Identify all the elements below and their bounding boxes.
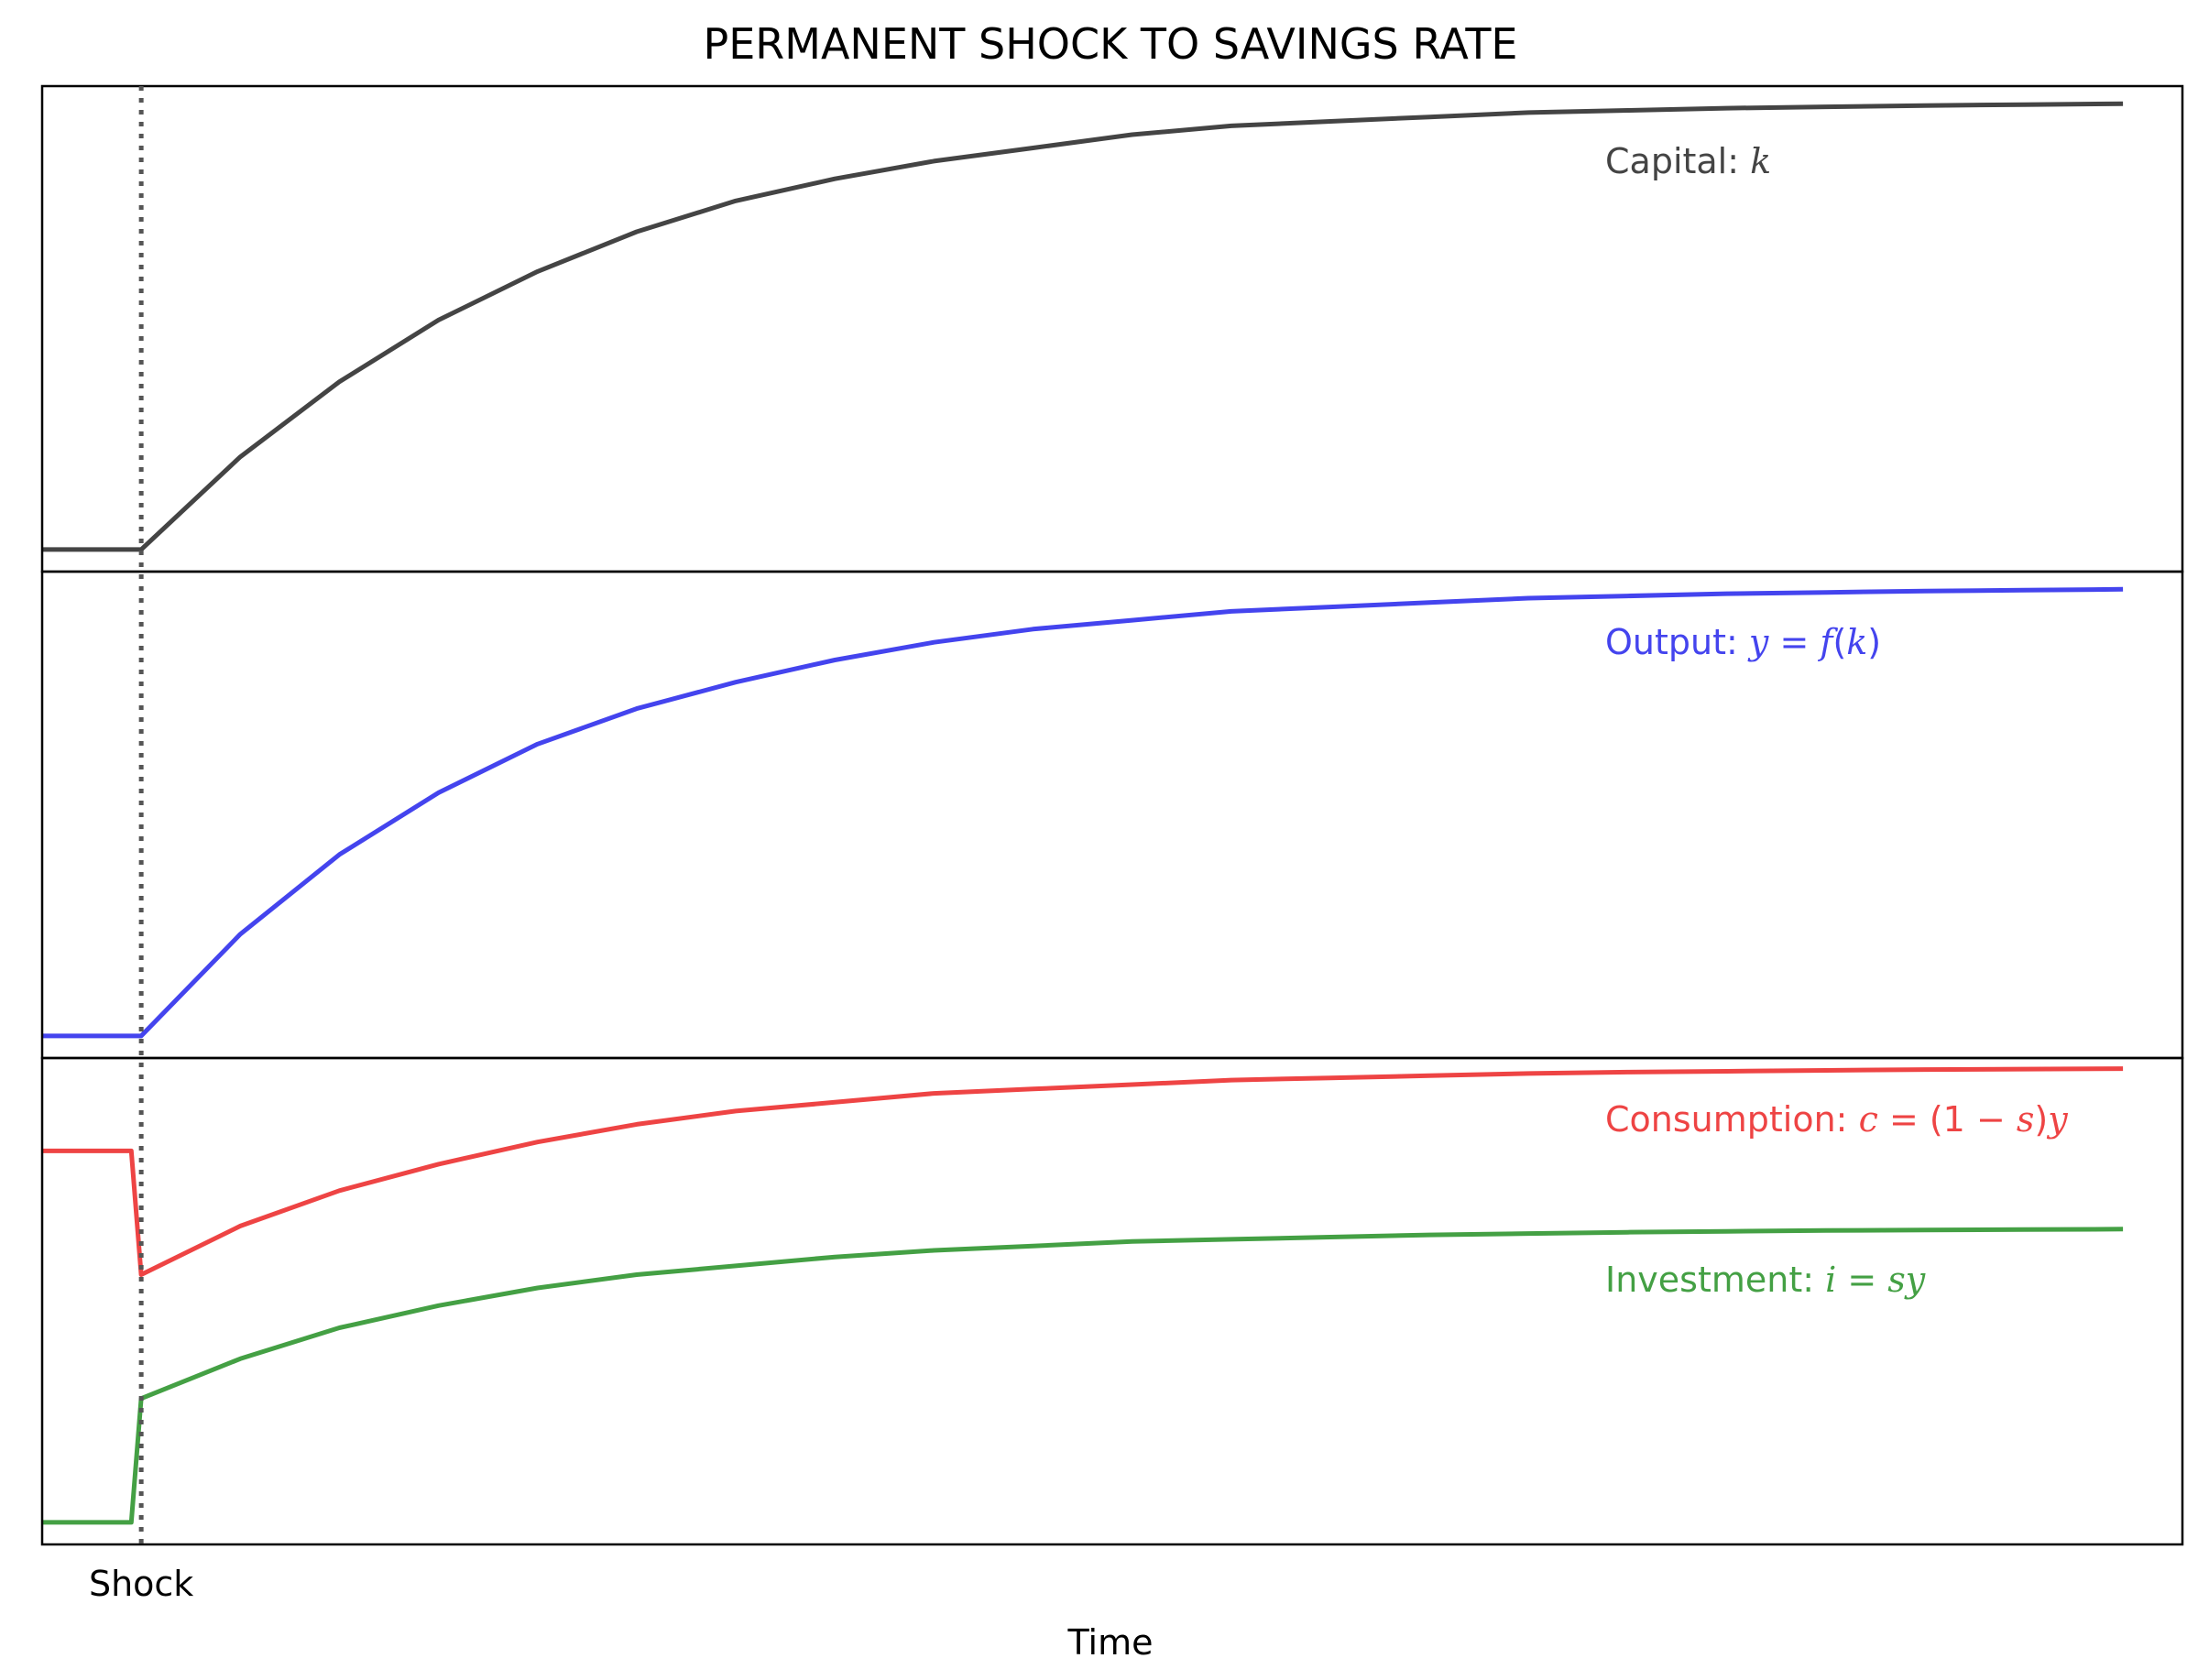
series-line-investment <box>42 1227 2124 1525</box>
panel-3: Consumption: c = (1 − s)y Investment: i =… <box>40 1056 2184 1546</box>
x-tick-label: Shock <box>89 1564 193 1604</box>
series-line-consumption <box>42 1066 2124 1277</box>
x-axis-label: Time <box>1067 1622 1154 1663</box>
series-label-investment: Investment: i = sy <box>1605 1260 1926 1300</box>
panel-1: Capital: k <box>40 84 2184 573</box>
chart-title: PERMANENT SHOCK TO SAVINGS RATE <box>703 19 1517 69</box>
series-label-consumption: Consumption: c = (1 − s)y <box>1605 1099 2068 1140</box>
series-line-output <box>42 586 2124 1039</box>
panel-2: Output: y = f(k) <box>40 570 2184 1060</box>
series-label-output: Output: y = f(k) <box>1605 622 1881 662</box>
panel-frame <box>40 1056 2184 1546</box>
series-label-capital: Capital: k <box>1605 141 1771 181</box>
panel-frame <box>40 84 2184 573</box>
series-line-capital <box>42 101 2124 552</box>
chart-panels: Capital: k Output: y = f(k) Consumption: c… <box>40 84 2184 1604</box>
